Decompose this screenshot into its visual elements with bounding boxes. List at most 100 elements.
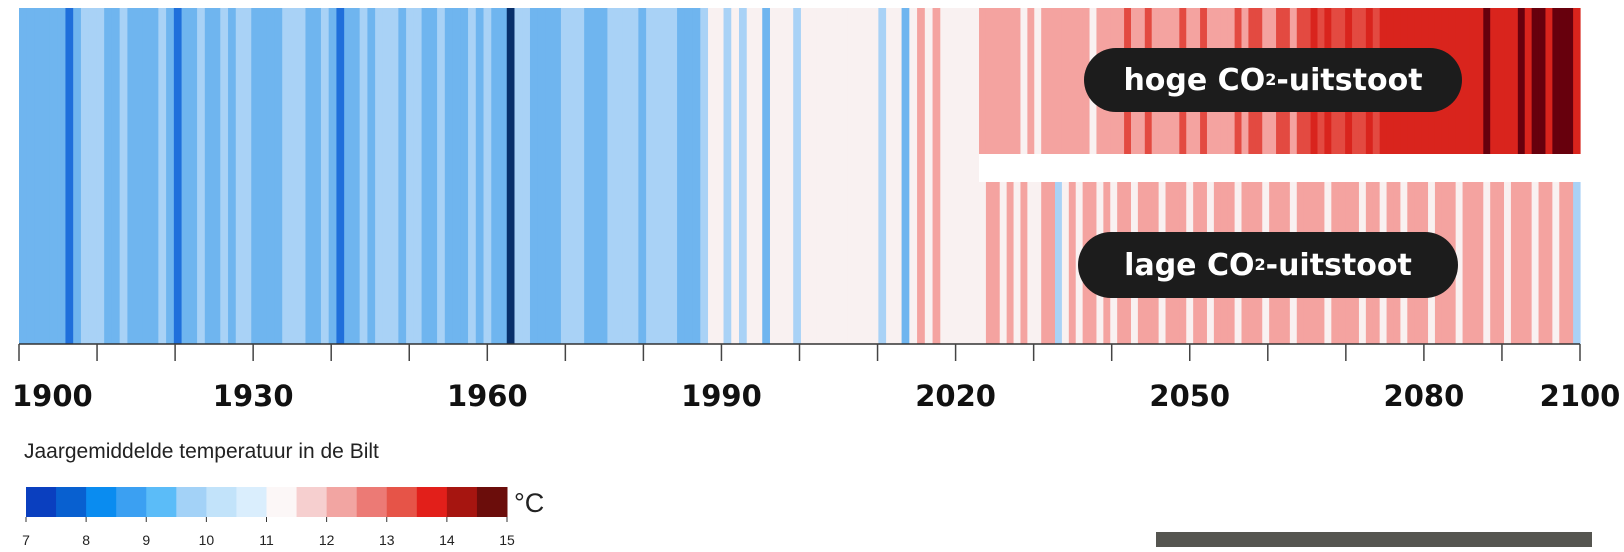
stripe-historical: [646, 8, 655, 344]
stripe-high-emission: [1517, 8, 1526, 154]
stripe-historical: [313, 8, 322, 344]
stripe-low-emission: [1504, 182, 1512, 344]
stripe-low-emission: [1573, 182, 1581, 344]
stripe-high-emission: [1034, 8, 1042, 154]
legend-swatch: [356, 487, 388, 517]
legend-swatch: [266, 487, 298, 517]
stripe-high-emission: [1469, 8, 1477, 154]
stripe-low-emission: [1483, 182, 1491, 344]
stripe-historical: [375, 8, 384, 344]
stripe-historical: [545, 8, 554, 344]
stripe-historical: [336, 8, 345, 344]
legend-tick-label: 7: [22, 532, 30, 547]
stripe-historical: [955, 8, 965, 344]
stripe-historical: [739, 8, 748, 344]
stripe-high-emission: [1510, 8, 1519, 154]
x-tick-label: 2020: [915, 379, 996, 413]
stripe-historical: [181, 8, 190, 344]
stripe-high-emission: [985, 8, 994, 154]
stripe-high-emission: [1020, 8, 1028, 154]
stripe-historical: [777, 8, 787, 344]
stripe-historical: [57, 8, 67, 344]
stripe-low-emission: [979, 182, 987, 344]
stripe-historical: [429, 8, 438, 344]
stripe-historical: [197, 8, 206, 344]
high-emission-label-tail: -uitstoot: [1276, 62, 1423, 98]
stripe-historical: [661, 8, 670, 344]
stripe-historical: [73, 8, 82, 344]
legend-swatch: [146, 487, 177, 517]
stripe-low-emission: [1545, 182, 1553, 344]
stripe-historical: [259, 8, 268, 344]
legend-swatch: [476, 487, 508, 517]
legend-swatch: [56, 487, 87, 517]
stripe-historical: [243, 8, 252, 344]
stripe-historical: [708, 8, 717, 344]
stripe-high-emission: [1573, 8, 1581, 154]
stripe-low-emission: [1517, 182, 1526, 344]
stripe-historical: [305, 8, 314, 344]
stripe-low-emission: [1497, 182, 1505, 344]
high-emission-label: hoge CO 2 -uitstoot: [1084, 48, 1462, 112]
stripe-historical: [150, 8, 159, 344]
stripe-historical: [677, 8, 686, 344]
x-tick-label: 1930: [213, 379, 294, 413]
stripe-high-emission: [1048, 8, 1056, 154]
stripe-historical: [452, 8, 461, 344]
legend-swatch: [446, 487, 478, 517]
stripe-low-emission: [999, 182, 1008, 344]
stripe-historical: [274, 8, 283, 344]
legend-tick-label: 13: [379, 532, 395, 547]
stripe-historical: [831, 8, 841, 344]
stripe-historical: [607, 8, 616, 344]
stripe-historical: [282, 8, 291, 344]
stripe-historical: [514, 8, 523, 344]
stripe-historical: [42, 8, 51, 344]
stripe-high-emission: [992, 8, 1001, 154]
stripe-low-emission: [1552, 182, 1560, 344]
legend-swatch: [296, 487, 328, 517]
stripe-historical: [537, 8, 547, 344]
stripes-group: [19, 8, 1581, 344]
legend-swatch: [26, 487, 57, 517]
stripe-low-emission: [1041, 182, 1049, 344]
stripe-historical: [475, 8, 485, 344]
stripe-high-emission: [1497, 8, 1505, 154]
color-legend: 7 8 9 10 11 12 13 14 15: [22, 487, 515, 548]
stripe-low-emission: [985, 182, 994, 344]
stripe-high-emission: [1566, 8, 1574, 154]
stripe-historical: [382, 8, 392, 344]
legend-swatch: [176, 487, 207, 517]
x-tick-label: 1900: [12, 379, 93, 413]
stripe-high-emission: [979, 8, 987, 154]
stripe-historical: [468, 8, 477, 344]
stripe-historical: [653, 8, 663, 344]
stripe-low-emission: [1455, 182, 1464, 344]
stripe-high-emission: [1013, 8, 1022, 154]
stripe-historical: [917, 8, 926, 344]
scenario-gap: [979, 154, 1581, 182]
stripe-historical: [762, 8, 771, 344]
stripe-historical: [839, 8, 848, 344]
stripe-historical: [204, 8, 214, 344]
stripe-low-emission: [1510, 182, 1519, 344]
stripe-historical: [65, 8, 74, 344]
x-axis: 1900 1930 1960 1990 2020 2050 2080 2100: [12, 343, 1620, 413]
stripe-low-emission: [1013, 182, 1022, 344]
stripe-high-emission: [1545, 8, 1553, 154]
stripe-low-emission: [1524, 182, 1533, 344]
stripe-historical: [344, 8, 353, 344]
legend-title: Jaargemiddelde temperatuur in de Bilt: [24, 440, 379, 463]
stripe-historical: [266, 8, 276, 344]
stripe-high-emission: [1075, 8, 1084, 154]
stripe-historical: [893, 8, 903, 344]
stripe-historical: [932, 8, 941, 344]
stripe-historical: [49, 8, 59, 344]
legend-swatch: [416, 487, 448, 517]
stripe-historical: [421, 8, 430, 344]
stripe-historical: [529, 8, 539, 344]
legend-swatch: [86, 487, 117, 517]
stripe-historical: [855, 8, 864, 344]
stripe-low-emission: [1048, 182, 1056, 344]
stripe-high-emission: [1504, 8, 1512, 154]
